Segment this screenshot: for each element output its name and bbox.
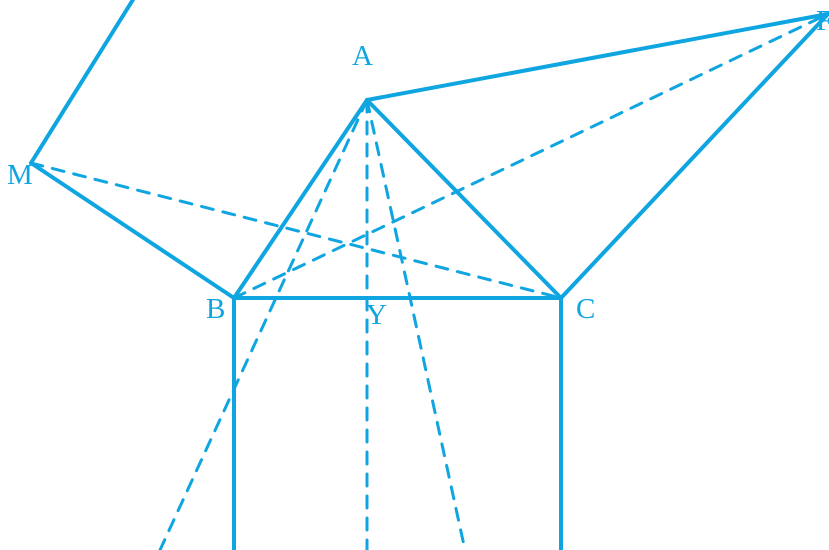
point-labels: A B C M F Y [7, 5, 829, 331]
label-C: C [576, 293, 595, 325]
label-F: F [816, 5, 829, 37]
solid-lines [31, 0, 828, 550]
label-A: A [352, 40, 373, 72]
label-B: B [206, 293, 225, 325]
geometry-diagram: A B C M F Y [0, 0, 829, 550]
label-Y: Y [366, 299, 387, 331]
label-M: M [7, 159, 33, 191]
dashed-lines [31, 14, 828, 550]
